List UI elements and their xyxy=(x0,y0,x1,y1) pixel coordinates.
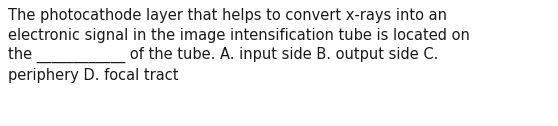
Text: The photocathode layer that helps to convert x-rays into an
electronic signal in: The photocathode layer that helps to con… xyxy=(8,8,470,83)
